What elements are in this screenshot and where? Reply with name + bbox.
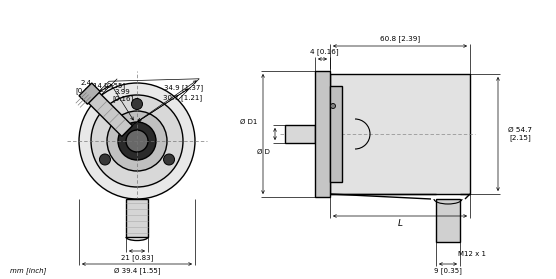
Bar (285, 125, 315, 143)
Polygon shape (79, 83, 100, 104)
Text: 3.99
[0.16]: 3.99 [0.16] (112, 89, 133, 102)
Circle shape (132, 98, 142, 109)
Circle shape (107, 111, 167, 171)
Text: Ø 54.7
[2.15]: Ø 54.7 [2.15] (508, 127, 532, 141)
Circle shape (118, 122, 156, 160)
Text: Ø 39.4 [1.55]: Ø 39.4 [1.55] (114, 268, 160, 275)
Circle shape (91, 95, 183, 187)
Circle shape (330, 104, 335, 109)
Text: 4 [0.16]: 4 [0.16] (310, 49, 339, 55)
Text: L: L (398, 220, 403, 229)
Circle shape (79, 83, 195, 199)
Text: mm [inch]: mm [inch] (10, 268, 46, 274)
Text: Ø D1: Ø D1 (240, 119, 257, 125)
Circle shape (126, 130, 148, 152)
Bar (315, 71, 330, 197)
Circle shape (163, 154, 175, 165)
Bar (330, 74, 470, 194)
Text: 60.8 [2.39]: 60.8 [2.39] (380, 36, 420, 42)
Bar (126, 199, 148, 237)
Text: Ø D: Ø D (256, 149, 270, 155)
Text: 9 [0.35]: 9 [0.35] (434, 268, 462, 274)
Text: M12 x 1: M12 x 1 (458, 251, 486, 257)
Bar (330, 86, 342, 182)
Polygon shape (88, 92, 132, 136)
Text: 21 [0.83]: 21 [0.83] (121, 255, 153, 261)
Text: 2.4
[0.09]: 2.4 [0.09] (76, 80, 97, 94)
Text: 34.9 [1.37]: 34.9 [1.37] (164, 84, 203, 91)
Text: 30.7 [1.21]: 30.7 [1.21] (163, 94, 202, 101)
Circle shape (100, 154, 111, 165)
Text: 14 [0.55]: 14 [0.55] (92, 82, 125, 89)
Bar (436, 199, 460, 242)
